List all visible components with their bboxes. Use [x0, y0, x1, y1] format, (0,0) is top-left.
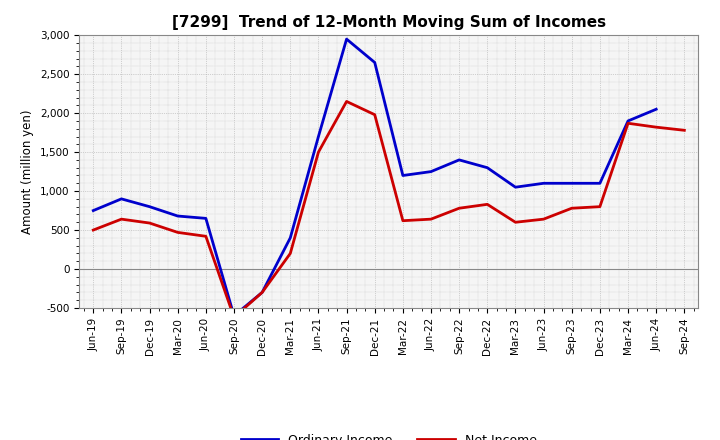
Net Income	[314, 150, 323, 155]
Net Income	[455, 205, 464, 211]
Legend: Ordinary Income, Net Income: Ordinary Income, Net Income	[235, 429, 542, 440]
Net Income	[399, 218, 408, 224]
Net Income	[427, 216, 436, 222]
Line: Net Income: Net Income	[94, 102, 684, 317]
Ordinary Income	[511, 184, 520, 190]
Net Income	[370, 112, 379, 117]
Net Income	[230, 315, 238, 320]
Ordinary Income	[539, 181, 548, 186]
Net Income	[567, 205, 576, 211]
Net Income	[258, 290, 266, 295]
Net Income	[117, 216, 126, 222]
Ordinary Income	[230, 313, 238, 319]
Ordinary Income	[342, 37, 351, 42]
Y-axis label: Amount (million yen): Amount (million yen)	[22, 110, 35, 234]
Net Income	[624, 121, 632, 126]
Ordinary Income	[117, 196, 126, 202]
Net Income	[680, 128, 688, 133]
Net Income	[342, 99, 351, 104]
Net Income	[539, 216, 548, 222]
Ordinary Income	[258, 290, 266, 295]
Ordinary Income	[567, 181, 576, 186]
Net Income	[145, 220, 154, 226]
Net Income	[595, 204, 604, 209]
Ordinary Income	[202, 216, 210, 221]
Line: Ordinary Income: Ordinary Income	[94, 39, 656, 316]
Title: [7299]  Trend of 12-Month Moving Sum of Incomes: [7299] Trend of 12-Month Moving Sum of I…	[172, 15, 606, 30]
Ordinary Income	[370, 60, 379, 65]
Ordinary Income	[145, 204, 154, 209]
Ordinary Income	[455, 157, 464, 162]
Ordinary Income	[314, 134, 323, 139]
Net Income	[286, 251, 294, 256]
Ordinary Income	[652, 106, 660, 112]
Ordinary Income	[483, 165, 492, 170]
Net Income	[511, 220, 520, 225]
Net Income	[89, 227, 98, 233]
Ordinary Income	[286, 235, 294, 241]
Ordinary Income	[595, 181, 604, 186]
Ordinary Income	[427, 169, 436, 174]
Ordinary Income	[624, 118, 632, 124]
Ordinary Income	[89, 208, 98, 213]
Net Income	[652, 125, 660, 130]
Net Income	[202, 234, 210, 239]
Ordinary Income	[174, 213, 182, 219]
Net Income	[483, 202, 492, 207]
Net Income	[174, 230, 182, 235]
Ordinary Income	[399, 173, 408, 178]
